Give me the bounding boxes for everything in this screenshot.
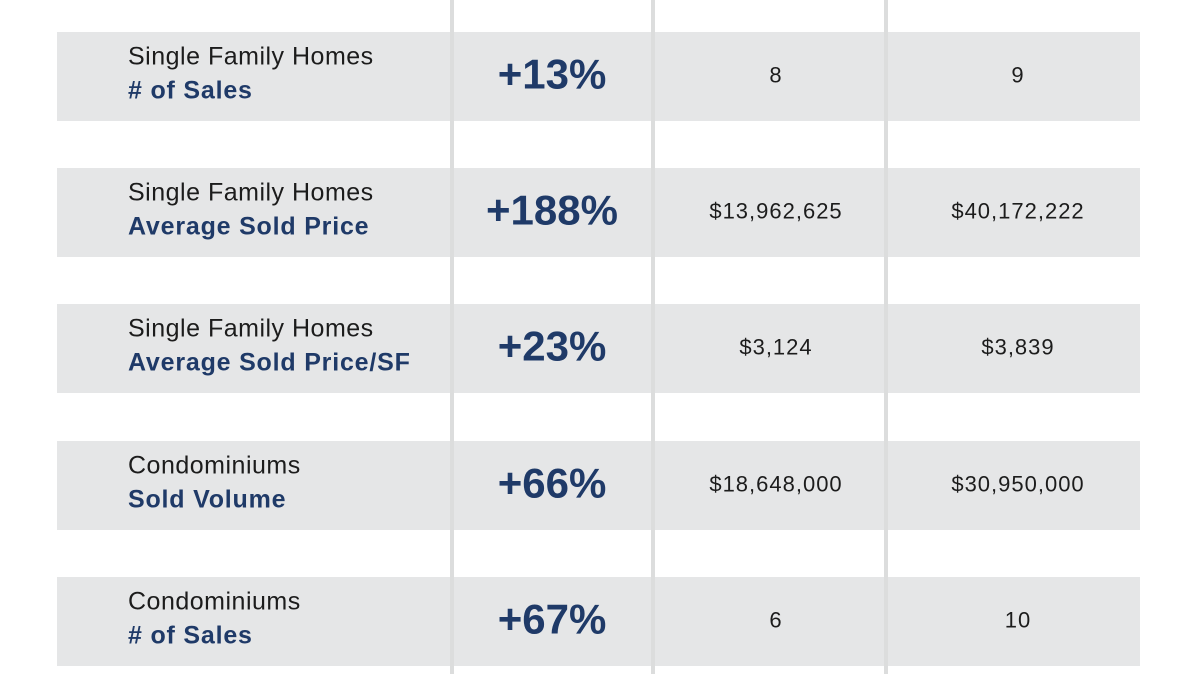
row-background [57,441,1140,530]
change-value: +66% [498,460,607,507]
current-value: 10 [1005,607,1031,632]
column-divider [884,0,888,674]
current-value: $3,839 [981,334,1054,359]
metric-label: Average Sold Price/SF [128,349,411,377]
category-label: Single Family Homes [128,315,374,343]
current-value: $30,950,000 [951,471,1084,496]
previous-value: 8 [769,62,782,87]
previous-value: $18,648,000 [709,471,842,496]
category-label: Condominiums [128,452,301,480]
change-value: +188% [486,187,618,234]
row-background [57,304,1140,393]
column-divider [651,0,655,674]
current-value: 9 [1011,62,1024,87]
current-value: $40,172,222 [951,198,1084,223]
row-background [57,577,1140,666]
row-background [57,168,1140,257]
change-value: +67% [498,596,607,643]
category-label: Single Family Homes [128,179,374,207]
metric-label: # of Sales [128,622,253,650]
change-value: +13% [498,51,607,98]
previous-value: $3,124 [739,334,812,359]
metric-label: # of Sales [128,77,253,105]
metric-label: Sold Volume [128,486,286,514]
previous-value: $13,962,625 [709,198,842,223]
column-divider [450,0,454,674]
change-value: +23% [498,323,607,370]
metric-label: Average Sold Price [128,213,369,241]
category-label: Single Family Homes [128,43,374,71]
row-background [57,32,1140,121]
category-label: Condominiums [128,588,301,616]
previous-value: 6 [769,607,782,632]
